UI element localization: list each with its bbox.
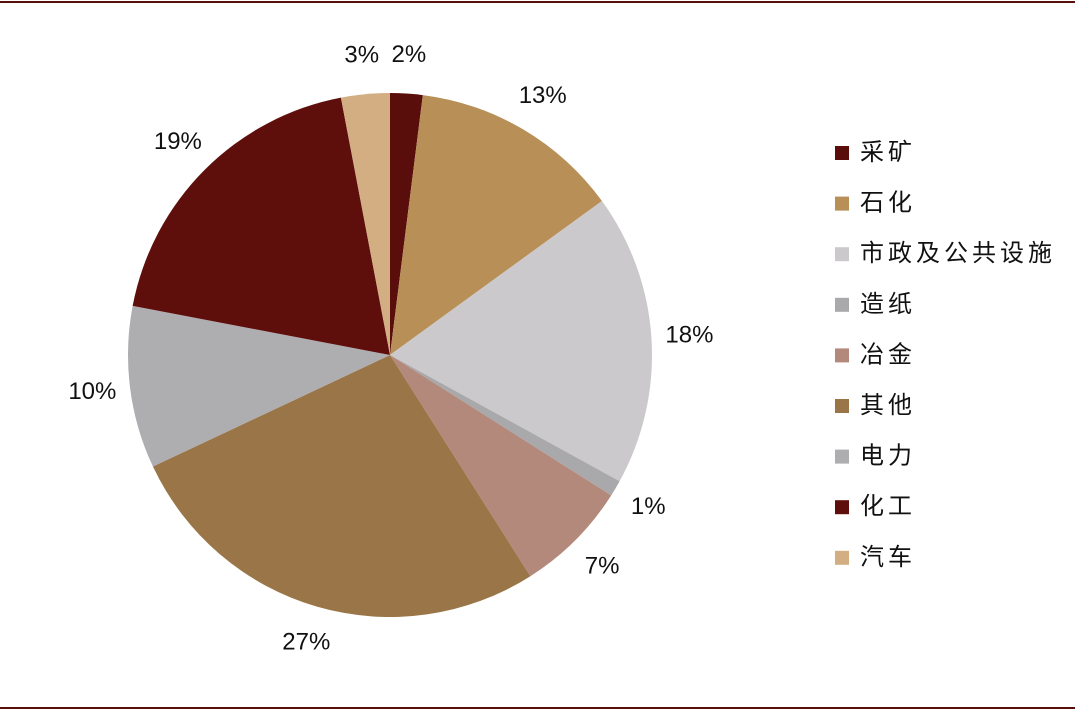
pie-slice <box>340 93 390 355</box>
data-label: 1% <box>631 493 666 520</box>
legend-label: 造纸 <box>860 290 916 318</box>
data-label: 19% <box>154 128 202 155</box>
legend-label: 其他 <box>860 391 916 419</box>
pie-slice <box>132 97 390 355</box>
legend-label: 汽车 <box>860 543 916 571</box>
legend-label: 石化 <box>860 189 916 217</box>
pie-slice <box>128 305 391 467</box>
legend-swatch <box>835 247 849 262</box>
pie-slice <box>390 201 652 482</box>
pie-slice <box>390 355 612 577</box>
legend-swatch <box>835 348 849 363</box>
legend-swatch <box>835 146 849 160</box>
data-label: 2% <box>391 41 426 68</box>
legend-swatch <box>835 500 849 515</box>
data-label: 3% <box>344 42 379 69</box>
data-label: 27% <box>282 628 330 655</box>
data-label: 10% <box>68 378 116 405</box>
legend-swatch <box>835 297 849 312</box>
legend-label: 化工 <box>860 492 916 520</box>
legend-label: 冶金 <box>860 340 916 368</box>
legend-label: 市政及公共设施 <box>860 239 1056 267</box>
legend-label: 电力 <box>860 442 916 470</box>
pie-slice <box>390 95 602 355</box>
pie-slice <box>390 355 620 496</box>
data-label: 18% <box>665 322 713 349</box>
pie-slice <box>390 93 423 355</box>
legend-swatch <box>835 196 849 211</box>
legend-swatch <box>835 449 849 464</box>
pie-slice <box>152 355 531 617</box>
legend-label: 采矿 <box>860 138 916 166</box>
legend-swatch <box>835 550 849 565</box>
legend-swatch <box>835 399 849 413</box>
data-label: 13% <box>519 82 567 109</box>
data-label: 7% <box>585 552 620 579</box>
